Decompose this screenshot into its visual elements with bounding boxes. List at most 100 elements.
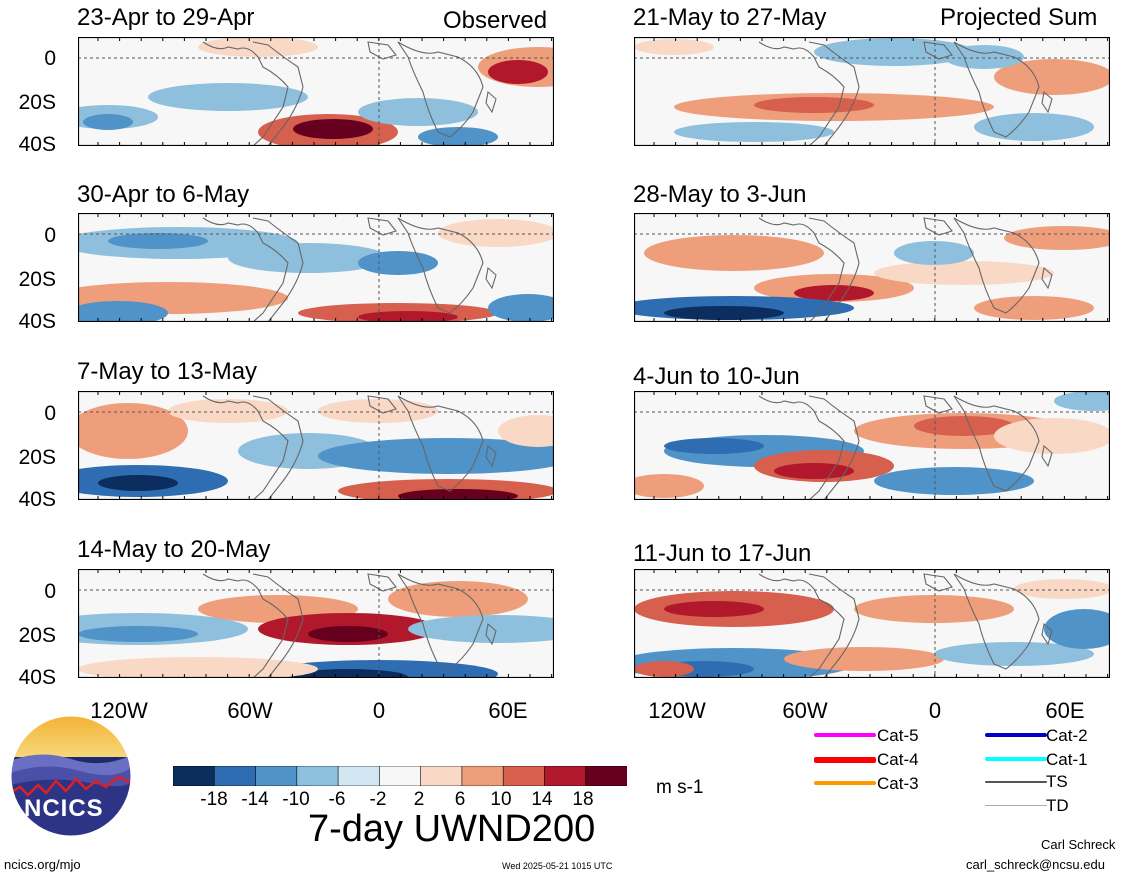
field-blob bbox=[944, 45, 1024, 69]
field-blob bbox=[814, 38, 974, 66]
field-blob bbox=[994, 418, 1110, 454]
panel-frame bbox=[634, 391, 1110, 500]
coastline bbox=[252, 395, 304, 500]
xtick-120w-left: 120W bbox=[90, 698, 148, 723]
colorbar-label-8: 10 bbox=[490, 789, 512, 810]
map-field bbox=[78, 37, 554, 146]
field-blob bbox=[874, 467, 1034, 495]
field-blob bbox=[358, 98, 478, 126]
field-blob bbox=[318, 438, 554, 474]
field-blob bbox=[774, 463, 854, 479]
legend-label-cat5: Cat-5 bbox=[877, 726, 919, 745]
field-blob bbox=[634, 474, 704, 498]
legend-label-ts: TS bbox=[1046, 772, 1068, 791]
map-panel-proj-2 bbox=[634, 213, 1110, 322]
field-blob bbox=[148, 83, 308, 111]
ytick-0-p1: 0 bbox=[44, 47, 56, 70]
panel-title-proj-1: 21-May to 27-May bbox=[633, 4, 827, 31]
field-blob bbox=[388, 581, 528, 617]
map-field bbox=[78, 391, 554, 500]
colorbar-label-5: -2 bbox=[369, 789, 387, 810]
field-blob bbox=[784, 647, 944, 671]
coastline bbox=[252, 217, 304, 322]
colorbar-swatch bbox=[213, 765, 257, 787]
map-panel-proj-4 bbox=[634, 569, 1110, 678]
field-blob bbox=[78, 301, 168, 322]
xtick-120w-right: 120W bbox=[648, 698, 706, 723]
legend-swatch-cat1 bbox=[985, 757, 1047, 761]
coastline bbox=[758, 573, 845, 678]
map-field bbox=[634, 391, 1110, 500]
coastline bbox=[485, 90, 497, 114]
legend-swatch-cat5 bbox=[814, 733, 876, 737]
field-blob bbox=[168, 399, 288, 423]
xtick-0-left: 0 bbox=[372, 698, 386, 723]
map-panel-obs-3 bbox=[78, 391, 554, 500]
field-blob bbox=[83, 114, 133, 130]
coastline bbox=[758, 41, 845, 146]
legend-swatch-cat4 bbox=[814, 757, 876, 763]
legend-label-cat4: Cat-4 bbox=[877, 750, 919, 769]
field-blob bbox=[288, 669, 408, 678]
coastline bbox=[808, 41, 860, 146]
legend-swatch-ts bbox=[985, 781, 1047, 783]
field-blob bbox=[98, 475, 178, 491]
xtick-60e-right: 60E bbox=[1045, 698, 1085, 723]
coastline bbox=[252, 573, 304, 678]
ytick-0-p3: 0 bbox=[44, 402, 56, 425]
coastline bbox=[1041, 90, 1053, 114]
map-field bbox=[78, 213, 554, 322]
field-blob bbox=[854, 595, 1014, 623]
coastline bbox=[202, 573, 289, 678]
footer-timestamp: Wed 2025-05-21 1015 UTC bbox=[502, 861, 613, 871]
map-panel-obs-4 bbox=[78, 569, 554, 678]
map-panel-proj-3 bbox=[634, 391, 1110, 500]
ncics-logo: NCICS bbox=[10, 715, 132, 837]
panel-title-obs-4: 14-May to 20-May bbox=[77, 536, 271, 563]
coastline bbox=[923, 395, 953, 414]
coastline bbox=[367, 573, 397, 592]
coastline bbox=[758, 395, 845, 500]
main-title: 7-day UWND200 bbox=[308, 808, 596, 850]
coastline bbox=[397, 41, 484, 138]
colorbar-swatch bbox=[461, 765, 504, 787]
field-blob bbox=[398, 489, 518, 500]
field-blob bbox=[674, 122, 834, 142]
field-blob bbox=[934, 642, 1094, 666]
colorbar-label-7: 6 bbox=[454, 789, 466, 810]
coastline bbox=[397, 573, 484, 670]
coastline bbox=[953, 217, 1040, 314]
coastline bbox=[923, 217, 953, 236]
map-field bbox=[634, 37, 1110, 146]
coastline bbox=[367, 217, 397, 236]
colorbar-label-9: 14 bbox=[531, 789, 553, 810]
coastline bbox=[1041, 622, 1053, 646]
field-blob bbox=[78, 403, 188, 459]
footer-author: Carl Schreck bbox=[1041, 837, 1116, 852]
panel-title-proj-4: 11-Jun to 17-Jun bbox=[633, 540, 812, 567]
panel-frame bbox=[634, 37, 1110, 146]
coastline bbox=[923, 573, 953, 592]
field-blob bbox=[914, 416, 1014, 436]
field-blob bbox=[634, 39, 714, 55]
coastline bbox=[923, 41, 953, 60]
legend-swatch-cat2 bbox=[985, 733, 1047, 737]
coastline bbox=[202, 395, 289, 500]
legend-label-cat2: Cat-2 bbox=[1046, 726, 1088, 745]
panel-frame bbox=[78, 569, 554, 678]
field-blob bbox=[874, 261, 1054, 285]
footer-email: carl_schreck@ncsu.edu bbox=[966, 857, 1105, 872]
ytick-0-p4: 0 bbox=[44, 580, 56, 603]
colorbar-units: m s-1 bbox=[656, 777, 704, 798]
field-blob bbox=[78, 626, 198, 642]
legend-swatch-cat3 bbox=[814, 781, 876, 785]
xtick-60w-right: 60W bbox=[782, 698, 828, 723]
field-blob bbox=[754, 97, 874, 113]
map-panel-proj-1 bbox=[634, 37, 1110, 146]
ytick-40s-p3: 40S bbox=[18, 488, 56, 511]
field-blob bbox=[664, 306, 784, 320]
coastline bbox=[953, 395, 1040, 492]
field-blob bbox=[664, 438, 764, 454]
colorbar-swatch bbox=[585, 765, 628, 787]
coastline bbox=[953, 41, 1040, 138]
